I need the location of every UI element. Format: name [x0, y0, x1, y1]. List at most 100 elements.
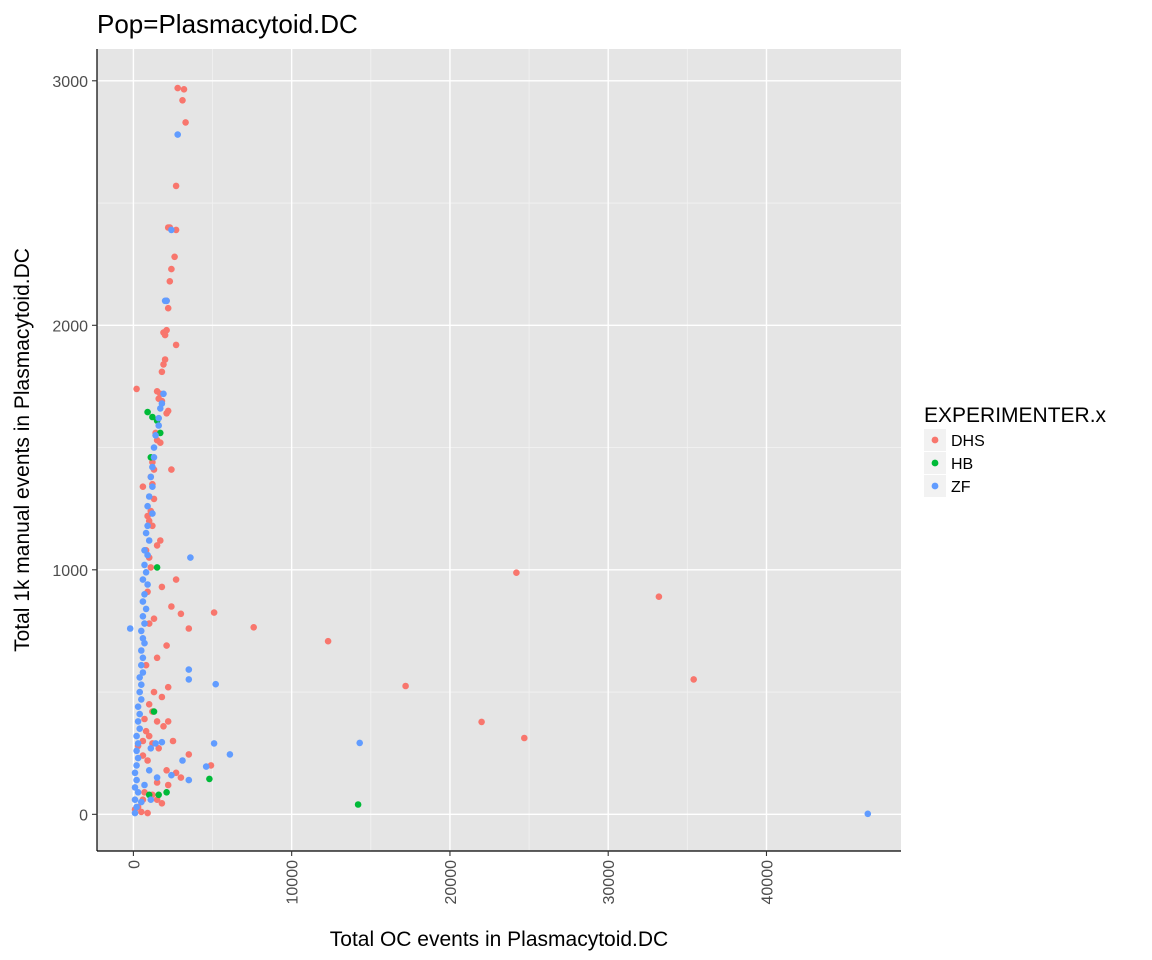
data-point-zf [133, 762, 140, 769]
data-point-dhs [139, 483, 147, 491]
data-point-zf [134, 789, 142, 796]
data-point-dhs [145, 620, 153, 627]
data-point-dhs [166, 278, 174, 285]
x-tick-label: 30000 [601, 860, 618, 905]
data-point-zf [139, 654, 147, 662]
legend-label-dhs: DHS [951, 433, 985, 450]
data-point-dhs [168, 603, 175, 610]
data-point-zf [155, 414, 162, 422]
data-point-zf [168, 226, 175, 234]
legend-label-zf: ZF [951, 479, 971, 496]
data-point-zf [157, 405, 164, 412]
data-point-zf [139, 669, 147, 676]
data-point-zf [136, 688, 143, 696]
data-point-dhs [690, 676, 697, 683]
data-point-dhs [163, 410, 170, 417]
data-point-zf [144, 551, 151, 559]
data-point-zf [133, 776, 140, 784]
data-point-dhs [168, 466, 175, 473]
data-point-hb [150, 708, 158, 715]
data-point-dhs [169, 737, 177, 745]
data-point-dhs [182, 119, 189, 126]
data-point-dhs [250, 624, 257, 631]
data-point-zf [356, 739, 364, 747]
legend-title: EXPERIMENTER.x [924, 404, 1107, 427]
data-point-dhs [153, 718, 161, 725]
data-point-dhs [144, 757, 151, 764]
data-point-hb [155, 791, 162, 799]
data-point-zf [133, 747, 140, 755]
data-point-dhs [172, 226, 180, 234]
legend-swatch-zf [931, 482, 939, 490]
data-point-zf [138, 647, 145, 654]
data-point-zf [142, 605, 150, 613]
data-point-zf [141, 591, 148, 598]
data-point-dhs [513, 569, 520, 576]
data-point-dhs [180, 86, 188, 93]
data-point-zf [179, 757, 186, 764]
data-point-dhs [171, 253, 178, 261]
data-point-zf [139, 598, 147, 605]
y-axis-ticks: 0 1000 2000 3000 [52, 74, 97, 824]
legend: EXPERIMENTER.x DHS HB ZF [924, 404, 1107, 497]
data-point-zf [147, 796, 155, 803]
data-point-zf [212, 680, 219, 688]
data-point-dhs [478, 718, 485, 726]
data-point-dhs [160, 723, 167, 730]
data-point-zf [864, 810, 872, 818]
data-point-hb [163, 789, 170, 796]
data-point-dhs [158, 693, 166, 701]
grid-major [97, 49, 901, 851]
data-point-dhs [149, 522, 156, 530]
data-point-dhs [158, 583, 166, 591]
data-point-dhs [179, 97, 186, 104]
data-point-dhs [168, 265, 175, 273]
data-point-dhs [147, 564, 155, 571]
data-point-dhs [172, 576, 180, 583]
plot-panel [97, 49, 901, 851]
data-point-zf [136, 674, 143, 681]
data-point-zf [185, 676, 193, 683]
data-point-dhs [402, 682, 409, 690]
x-tick-label: 40000 [759, 860, 776, 905]
data-point-zf [126, 625, 134, 632]
x-tick-label: 20000 [443, 860, 460, 905]
data-point-zf [202, 763, 210, 770]
data-point-dhs [655, 593, 663, 600]
data-point-zf [136, 725, 143, 732]
data-point-zf [139, 576, 147, 583]
data-point-dhs [153, 542, 161, 549]
data-point-hb [149, 413, 156, 421]
data-point-zf [144, 502, 151, 510]
data-point-zf [134, 740, 142, 747]
data-point-zf [133, 732, 140, 740]
data-point-zf [144, 581, 151, 588]
data-point-zf [131, 809, 139, 817]
legend-swatch-hb [931, 459, 939, 467]
data-point-zf [134, 703, 142, 710]
data-point-zf [139, 613, 147, 620]
data-point-zf [138, 661, 145, 669]
data-point-dhs [164, 683, 172, 691]
data-point-zf [131, 769, 139, 777]
data-point-zf [150, 444, 158, 451]
data-point-zf [141, 639, 148, 647]
y-tick-label: 1000 [52, 563, 88, 580]
x-axis-title: Total OC events in Plasmacytoid.DC [330, 928, 668, 951]
data-point-hb [354, 801, 362, 808]
data-point-hb [144, 408, 151, 416]
data-point-dhs [157, 537, 164, 544]
data-point-zf [147, 473, 155, 481]
data-point-zf [133, 803, 140, 811]
data-point-dhs [521, 734, 528, 742]
data-point-dhs [164, 304, 172, 312]
data-point-dhs [172, 182, 180, 190]
data-point-dhs [142, 727, 150, 735]
y-axis-title: Total 1k manual events in Plasmacytoid.D… [11, 248, 34, 652]
data-point-zf [138, 798, 145, 806]
data-point-zf [141, 561, 148, 569]
data-point-dhs [185, 625, 193, 632]
data-point-zf [153, 774, 161, 781]
data-point-dhs [160, 361, 167, 368]
